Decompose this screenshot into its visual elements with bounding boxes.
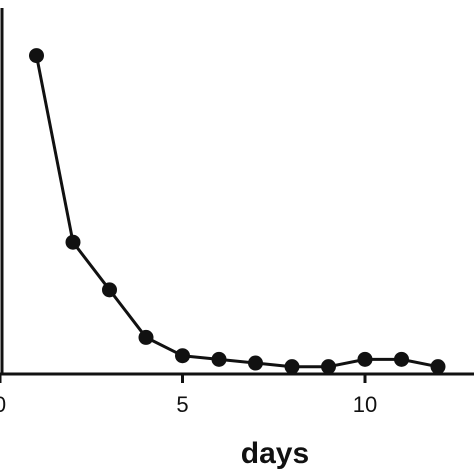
- data-point: [430, 359, 446, 375]
- data-point: [248, 355, 263, 371]
- x-axis-title: days: [241, 437, 309, 470]
- series: [29, 48, 446, 375]
- data-point: [321, 359, 336, 375]
- data-point: [284, 359, 300, 375]
- data-point: [102, 282, 117, 298]
- x-tick-label: 0: [0, 392, 6, 417]
- data-point: [138, 329, 154, 345]
- data-point: [175, 348, 190, 364]
- axes: [0, 8, 474, 376]
- data-point: [65, 234, 81, 250]
- x-tick-label: 10: [353, 392, 377, 417]
- x-tick-label: 5: [176, 392, 188, 417]
- data-point: [394, 351, 409, 367]
- data-point: [357, 351, 373, 367]
- data-point: [211, 351, 227, 367]
- x-ticks: 0 5 10: [0, 374, 377, 417]
- data-point: [29, 48, 44, 64]
- series-line: [35, 55, 439, 369]
